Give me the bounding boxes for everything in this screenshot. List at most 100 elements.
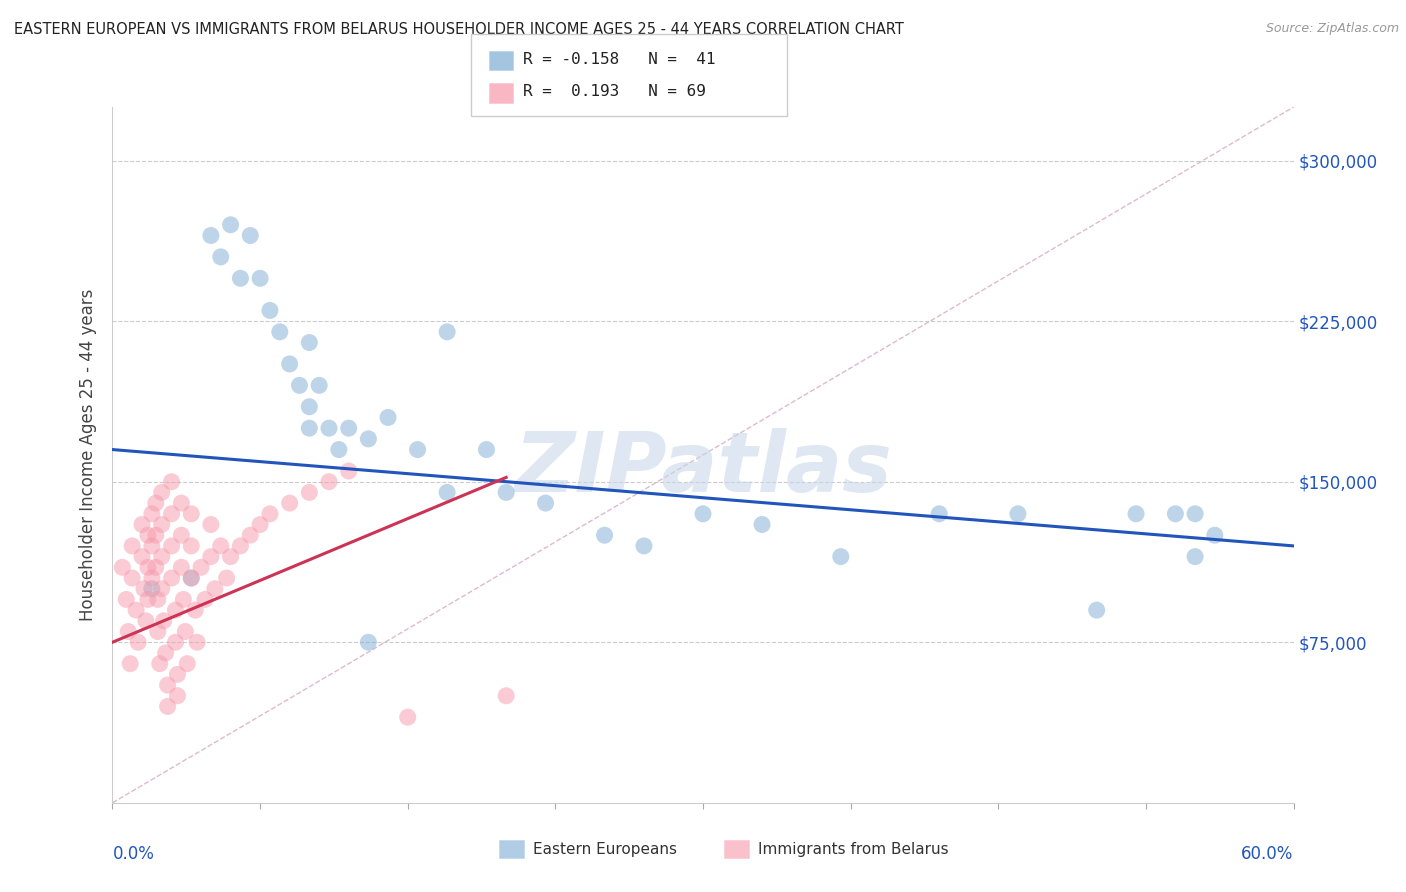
Point xyxy=(259,507,281,521)
Point xyxy=(120,657,142,671)
Point xyxy=(180,571,202,585)
Point xyxy=(318,475,340,489)
Point xyxy=(156,678,179,692)
Point xyxy=(298,400,321,414)
Point xyxy=(141,571,163,585)
Point xyxy=(160,539,183,553)
Point xyxy=(145,528,167,542)
Point xyxy=(337,464,360,478)
Point xyxy=(150,582,173,596)
Point xyxy=(1085,603,1108,617)
Text: R =  0.193   N = 69: R = 0.193 N = 69 xyxy=(523,85,706,99)
Point xyxy=(145,560,167,574)
Point xyxy=(141,539,163,553)
Point xyxy=(150,517,173,532)
Point xyxy=(165,603,187,617)
Point xyxy=(278,496,301,510)
Point xyxy=(692,507,714,521)
Point xyxy=(160,475,183,489)
Point xyxy=(141,507,163,521)
Point xyxy=(111,560,134,574)
Point xyxy=(121,539,143,553)
Point xyxy=(215,571,238,585)
Point xyxy=(200,228,222,243)
Point xyxy=(436,325,458,339)
Point xyxy=(146,624,169,639)
Point xyxy=(135,614,157,628)
Point xyxy=(475,442,498,457)
Text: Immigrants from Belarus: Immigrants from Belarus xyxy=(758,842,949,856)
Point xyxy=(165,635,187,649)
Point xyxy=(146,592,169,607)
Text: Source: ZipAtlas.com: Source: ZipAtlas.com xyxy=(1265,22,1399,36)
Point xyxy=(337,421,360,435)
Text: EASTERN EUROPEAN VS IMMIGRANTS FROM BELARUS HOUSEHOLDER INCOME AGES 25 - 44 YEAR: EASTERN EUROPEAN VS IMMIGRANTS FROM BELA… xyxy=(14,22,904,37)
Point xyxy=(184,603,207,617)
Point xyxy=(219,549,242,564)
Point xyxy=(1164,507,1187,521)
Point xyxy=(170,496,193,510)
Point xyxy=(180,507,202,521)
Point xyxy=(406,442,429,457)
Point xyxy=(170,528,193,542)
Point xyxy=(357,635,380,649)
Point xyxy=(131,549,153,564)
Point xyxy=(190,560,212,574)
Point xyxy=(298,421,321,435)
Point xyxy=(377,410,399,425)
Point xyxy=(1007,507,1029,521)
Point xyxy=(259,303,281,318)
Point xyxy=(534,496,557,510)
Point xyxy=(180,539,202,553)
Point xyxy=(239,228,262,243)
Point xyxy=(150,549,173,564)
Point xyxy=(170,560,193,574)
Point xyxy=(249,271,271,285)
Point xyxy=(298,485,321,500)
Text: R = -0.158   N =  41: R = -0.158 N = 41 xyxy=(523,53,716,67)
Point xyxy=(495,485,517,500)
Point xyxy=(239,528,262,542)
Point xyxy=(751,517,773,532)
Point xyxy=(156,699,179,714)
Point xyxy=(121,571,143,585)
Point xyxy=(229,539,252,553)
Point xyxy=(152,614,174,628)
Point xyxy=(209,539,232,553)
Point xyxy=(436,485,458,500)
Point xyxy=(269,325,291,339)
Point xyxy=(172,592,194,607)
Point xyxy=(131,517,153,532)
Point xyxy=(1184,507,1206,521)
Point xyxy=(288,378,311,392)
Point xyxy=(308,378,330,392)
Point xyxy=(176,657,198,671)
Point xyxy=(278,357,301,371)
Point xyxy=(830,549,852,564)
Point xyxy=(160,571,183,585)
Point xyxy=(186,635,208,649)
Point xyxy=(219,218,242,232)
Point xyxy=(136,560,159,574)
Point xyxy=(396,710,419,724)
Point xyxy=(194,592,217,607)
Point xyxy=(1204,528,1226,542)
Text: Eastern Europeans: Eastern Europeans xyxy=(533,842,676,856)
Point xyxy=(180,571,202,585)
Point xyxy=(155,646,177,660)
Point xyxy=(117,624,139,639)
Point xyxy=(132,582,155,596)
Point xyxy=(136,528,159,542)
Point xyxy=(166,667,188,681)
Point xyxy=(141,582,163,596)
Point xyxy=(200,549,222,564)
Text: ZIPatlas: ZIPatlas xyxy=(515,428,891,509)
Point xyxy=(928,507,950,521)
Text: 60.0%: 60.0% xyxy=(1241,845,1294,863)
Point xyxy=(174,624,197,639)
Point xyxy=(633,539,655,553)
Point xyxy=(249,517,271,532)
Point xyxy=(160,507,183,521)
Point xyxy=(357,432,380,446)
Point xyxy=(298,335,321,350)
